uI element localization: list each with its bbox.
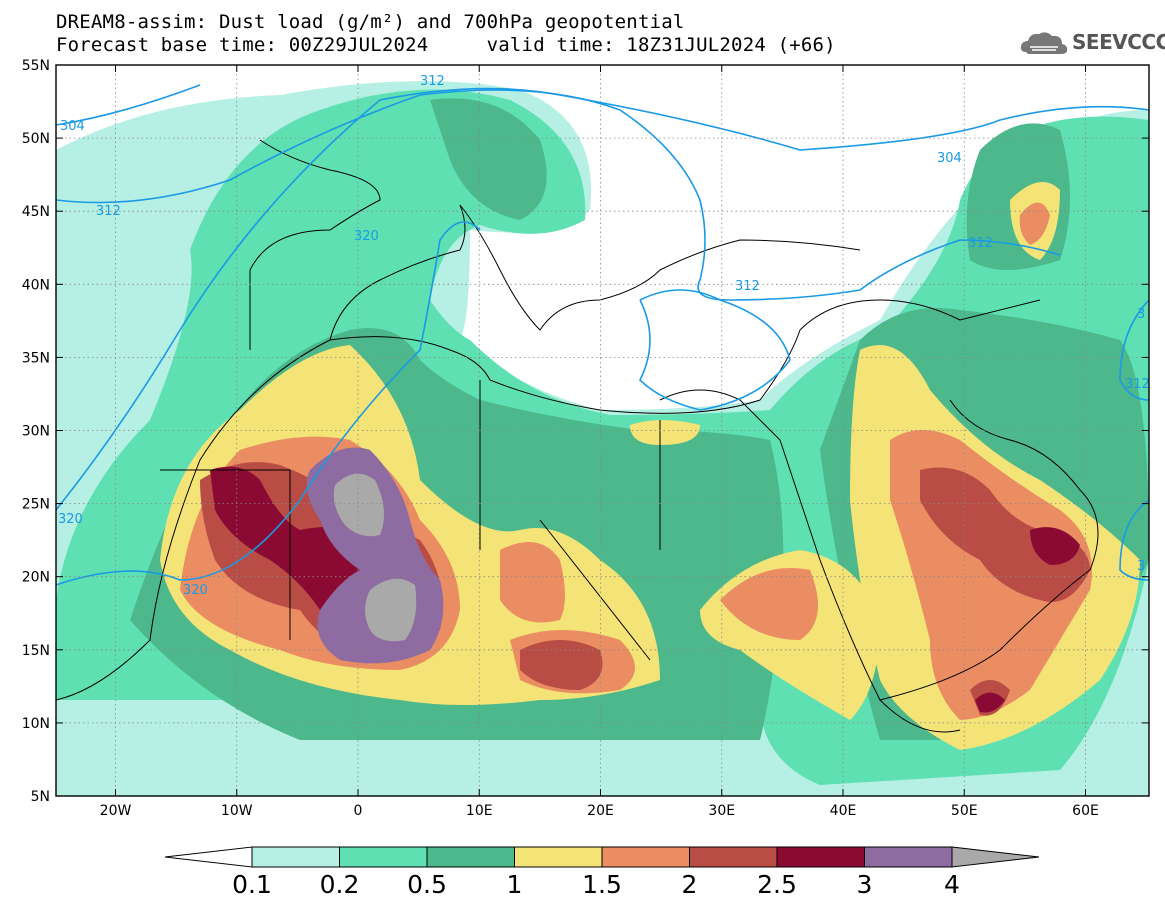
colorbar-cell <box>864 846 953 868</box>
contour-label: 320 <box>183 583 208 598</box>
colorbar-cell <box>689 846 778 868</box>
dust-level-4 <box>333 473 417 642</box>
axis-ticks <box>56 64 1149 797</box>
colorbar-under-triangle <box>164 846 253 868</box>
contour-label: 320 <box>58 512 83 527</box>
colorbar <box>164 846 1040 868</box>
colorbar-level-label: 2 <box>681 870 698 899</box>
lon-label: 20E <box>587 803 614 819</box>
contour-label: 304 <box>60 119 85 134</box>
lat-label: 55N <box>22 58 50 74</box>
lat-label: 40N <box>22 277 50 293</box>
longitude-labels: 20W 10W 0 10E 20E 30E 40E 50E 60E <box>100 803 1099 819</box>
contour-label: 312 <box>735 279 760 294</box>
colorbar-cell <box>426 846 515 868</box>
latitude-labels: 55N 50N 45N 40N 35N 30N 25N 20N 15N 10N 5N <box>22 58 50 805</box>
lat-label: 35N <box>22 350 50 366</box>
lon-label: 10E <box>466 803 493 819</box>
colorbar-cell <box>601 846 690 868</box>
contour-label: 312 <box>96 204 121 219</box>
contour-label: 304 <box>937 151 962 166</box>
cloud-logo-icon <box>1020 32 1068 54</box>
lat-label: 5N <box>31 789 50 805</box>
colorbar-level-label: 0.2 <box>319 870 360 899</box>
lon-label: 20W <box>100 803 132 819</box>
colorbar-level-label: 4 <box>944 870 960 899</box>
geopotential-contours <box>56 84 1149 586</box>
logo-text: SEEVCCC <box>1072 30 1165 54</box>
contour-label: 312 <box>420 74 445 89</box>
colorbar-level-label: 0.1 <box>232 870 272 899</box>
lat-label: 15N <box>22 643 50 659</box>
lon-label: 0 <box>354 803 363 819</box>
contour-label: 312 <box>968 236 993 251</box>
colorbar-cell <box>339 846 428 868</box>
colorbar-level-label: 3 <box>856 870 873 899</box>
colorbar-cell <box>514 846 603 868</box>
map-title: DREAM8-assim: Dust load (g/m²) and 700hP… <box>56 11 685 33</box>
contour-label: 312 <box>1125 377 1150 392</box>
coastlines <box>56 139 1099 733</box>
lat-label: 50N <box>22 131 50 147</box>
colorbar-cell <box>776 846 865 868</box>
lon-label: 30E <box>708 803 735 819</box>
contour-label: 3 <box>1137 307 1145 322</box>
colorbar-level-label: 1.5 <box>582 870 622 899</box>
colorbar-level-label: 2.5 <box>757 870 797 899</box>
gridlines <box>56 65 1149 796</box>
contour-label: 3 <box>1137 559 1145 574</box>
contour-label: 320 <box>354 229 379 244</box>
colorbar-cell <box>251 846 340 868</box>
lat-label: 45N <box>22 204 50 220</box>
lon-label: 10W <box>221 803 253 819</box>
lon-label: 40E <box>830 803 857 819</box>
lat-label: 20N <box>22 570 50 586</box>
lon-label: 60E <box>1072 803 1099 819</box>
lat-label: 10N <box>22 716 50 732</box>
colorbar-level-label: 1 <box>506 870 523 899</box>
contour-labels: 304 312 320 304 312 312 312 312 320 320 … <box>58 74 1150 598</box>
colorbar-level-label: 0.5 <box>407 870 447 899</box>
lon-label: 50E <box>951 803 978 819</box>
lat-label: 25N <box>22 497 50 513</box>
colorbar-over-triangle <box>951 846 1040 868</box>
lat-label: 30N <box>22 424 50 440</box>
map-subtitle: Forecast base time: 00Z29JUL2024 valid t… <box>56 34 836 56</box>
